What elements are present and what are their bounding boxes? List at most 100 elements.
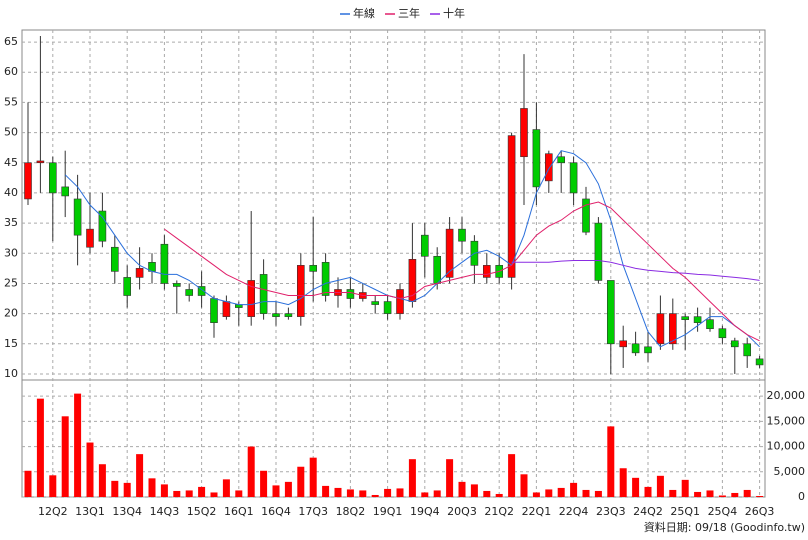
candle-body bbox=[296, 265, 305, 317]
volume-bar bbox=[284, 481, 292, 497]
y-tick-label: 45 bbox=[4, 156, 18, 169]
x-tick-label: 22Q4 bbox=[559, 505, 589, 518]
x-tick-label: 17Q3 bbox=[298, 505, 328, 518]
candle-body bbox=[507, 135, 516, 278]
candle-body bbox=[619, 340, 628, 348]
volume-bar bbox=[136, 454, 144, 497]
volume-bar bbox=[24, 470, 32, 497]
y-tick-label: 60 bbox=[4, 65, 18, 78]
candle-body bbox=[755, 358, 764, 366]
volume-bar bbox=[148, 478, 156, 497]
y2-tick-label: 20,000 bbox=[767, 389, 806, 402]
volume-bar bbox=[681, 479, 689, 497]
volume-bar bbox=[731, 492, 739, 497]
candle-body bbox=[544, 153, 553, 182]
volume-bar bbox=[359, 490, 367, 497]
candle-body bbox=[644, 346, 652, 354]
y-tick-label: 65 bbox=[4, 35, 18, 48]
candle-body bbox=[569, 162, 578, 194]
volume-bar bbox=[669, 489, 677, 497]
candle-body bbox=[606, 280, 615, 345]
candle-body bbox=[532, 129, 541, 188]
candle-body bbox=[371, 301, 380, 305]
volume-bar bbox=[297, 466, 305, 497]
x-tick-label: 22Q1 bbox=[522, 505, 552, 518]
y2-tick-label: 5,000 bbox=[774, 465, 806, 478]
volume-bar bbox=[408, 459, 416, 497]
volume-bar bbox=[260, 470, 268, 497]
volume-bar bbox=[36, 398, 44, 497]
volume-bar bbox=[86, 442, 94, 497]
volume-bar bbox=[582, 489, 590, 497]
volume-bar bbox=[470, 484, 478, 497]
volume-bar bbox=[346, 489, 354, 497]
volume-bar bbox=[111, 480, 119, 497]
candle-body bbox=[185, 289, 193, 296]
candle-body bbox=[420, 234, 429, 257]
volume-bar bbox=[210, 492, 218, 497]
candle-body bbox=[681, 316, 690, 320]
y-tick-label: 50 bbox=[4, 126, 18, 139]
legend-label: 年線 bbox=[353, 6, 375, 20]
volume-bar bbox=[334, 487, 342, 497]
candle-body bbox=[482, 265, 491, 278]
volume-bar bbox=[458, 481, 466, 497]
x-tick-label: 15Q2 bbox=[187, 505, 217, 518]
candle-body bbox=[433, 255, 442, 284]
volume-bar bbox=[421, 492, 429, 497]
candle-body bbox=[73, 198, 82, 236]
volume-bar bbox=[557, 487, 565, 497]
candle-body bbox=[520, 108, 528, 158]
volume-bar bbox=[743, 489, 751, 497]
plot-frame bbox=[21, 29, 766, 498]
volume-bar bbox=[222, 479, 230, 497]
volume-bar bbox=[173, 490, 181, 497]
volume-bar bbox=[570, 482, 578, 497]
volume-bar bbox=[160, 484, 168, 497]
y-tick-label: 55 bbox=[4, 95, 18, 108]
candle-body bbox=[445, 228, 454, 278]
y-tick-label: 35 bbox=[4, 216, 18, 229]
candle-body bbox=[98, 210, 107, 242]
footnote: 資料日期: 09/18 (Goodinfo.tw) bbox=[644, 520, 805, 534]
volume-bar bbox=[384, 488, 392, 497]
candle-body bbox=[247, 280, 255, 317]
candle-body bbox=[135, 268, 144, 278]
y-tick-label: 20 bbox=[4, 307, 18, 320]
volume-bar bbox=[694, 491, 702, 497]
volume-bar bbox=[632, 477, 640, 497]
volume-bar bbox=[644, 486, 652, 497]
candle-body bbox=[210, 298, 218, 323]
volume-bar bbox=[433, 490, 441, 497]
candle-body bbox=[743, 343, 752, 357]
candle-body bbox=[730, 340, 739, 348]
ma-line bbox=[511, 260, 760, 281]
y-tick-label: 30 bbox=[4, 246, 18, 259]
x-tick-label: 19Q4 bbox=[410, 505, 440, 518]
candle-body bbox=[582, 198, 590, 233]
volume-bar bbox=[495, 493, 503, 497]
volume-bar bbox=[98, 464, 106, 497]
volume-bar bbox=[185, 490, 193, 497]
candle-body bbox=[86, 228, 94, 248]
candle-body bbox=[631, 343, 640, 354]
candle-body bbox=[222, 301, 231, 317]
legend-label: 十年 bbox=[443, 6, 465, 20]
candle-body bbox=[61, 186, 70, 197]
candle-body bbox=[458, 228, 466, 242]
candle-body bbox=[259, 274, 268, 314]
candle-body bbox=[197, 286, 206, 296]
volume-bar bbox=[61, 416, 69, 497]
x-tick-label: 14Q3 bbox=[150, 505, 180, 518]
candle-body bbox=[123, 277, 131, 296]
candle-body bbox=[346, 289, 355, 299]
y2-tick-label: 0 bbox=[798, 490, 805, 503]
volume-bar bbox=[656, 475, 664, 497]
candle-body bbox=[48, 162, 57, 194]
x-tick-label: 13Q4 bbox=[112, 505, 142, 518]
volume-bar bbox=[756, 495, 764, 497]
x-tick-label: 25Q4 bbox=[708, 505, 738, 518]
volume-bar bbox=[322, 485, 330, 497]
volume-bar bbox=[74, 393, 82, 497]
